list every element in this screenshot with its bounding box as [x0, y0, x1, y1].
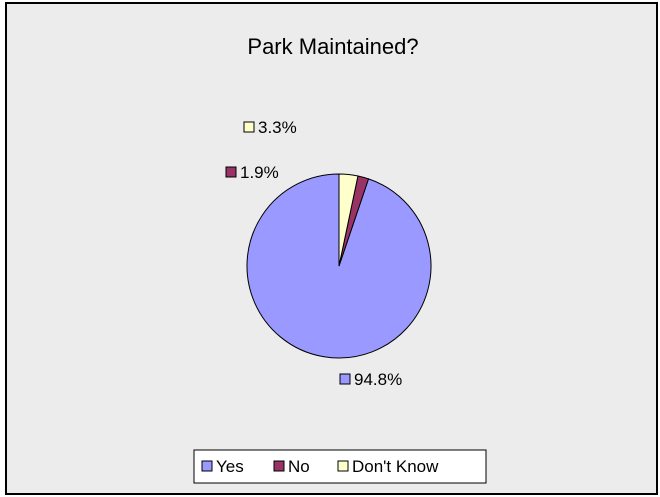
pie-slice-don-t-know	[338, 173, 359, 267]
legend-swatch	[201, 460, 213, 472]
data-labels: 94.8% 1.9% 3.3%	[225, 118, 402, 389]
data-label-swatch	[243, 121, 255, 133]
data-label: 94.8%	[354, 370, 402, 389]
data-label: 3.3%	[258, 118, 297, 137]
chart-title: Park Maintained?	[247, 34, 418, 59]
legend: Yes No Don't Know	[193, 449, 487, 484]
pie-slices	[246, 173, 432, 359]
chart-frame: Park Maintained? 94.8% 1.9% 3.3% Yes No Don'…	[5, 2, 658, 495]
data-label-swatch	[339, 373, 351, 385]
pie-chart: Park Maintained? 94.8% 1.9% 3.3% Yes No Don'…	[193, 34, 487, 484]
legend-label: No	[288, 457, 310, 476]
data-label-swatch	[225, 166, 237, 178]
legend-swatch	[273, 460, 285, 472]
legend-label: Yes	[216, 457, 244, 476]
data-label: 1.9%	[240, 163, 279, 182]
legend-label: Don't Know	[352, 457, 439, 476]
legend-swatch	[337, 460, 349, 472]
